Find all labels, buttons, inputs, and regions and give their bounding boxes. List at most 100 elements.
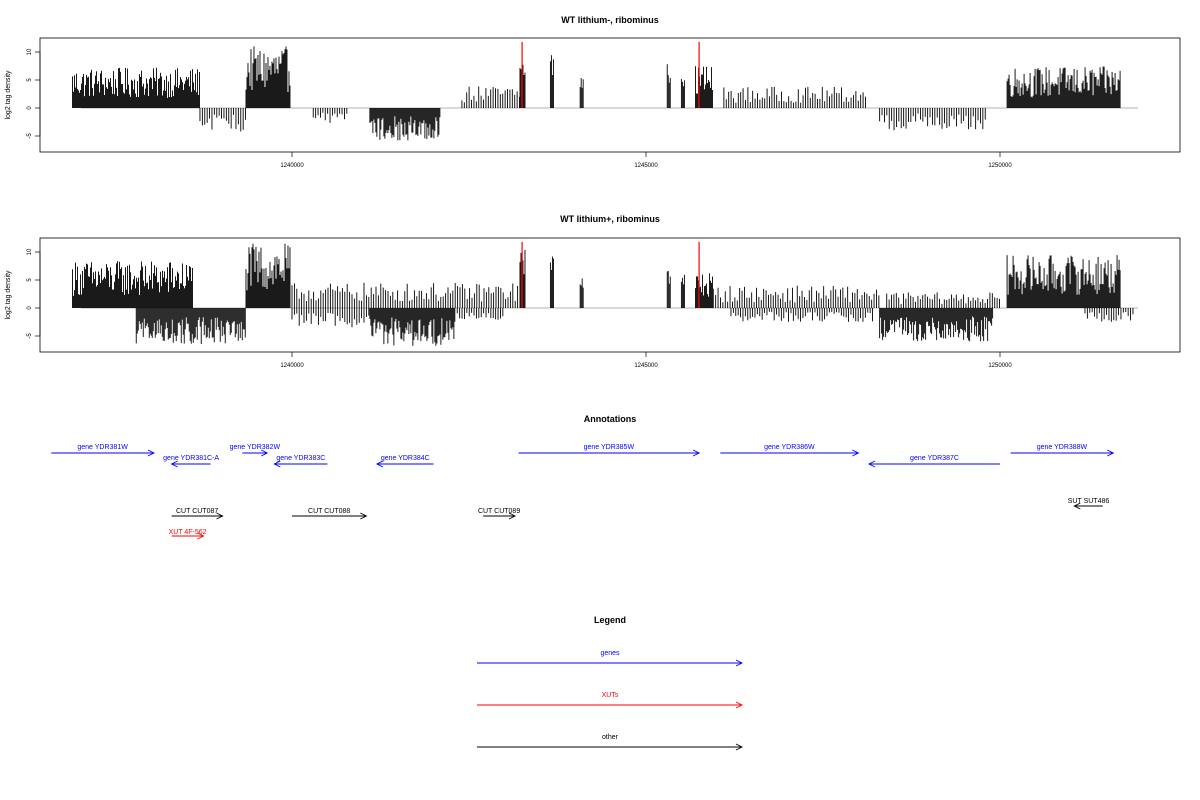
annotation-features: gene YDR381W gene YDR381C-A gene YDR382W ge… [51,444,1115,540]
y-ticks: -5 0 5 10 [27,248,41,339]
feature-label: XUT 4F-562 [169,529,207,536]
feature-arrowhead [692,449,701,457]
minus-strand-region [312,108,348,123]
minus-strand-region [369,108,441,141]
y-tick-label: -5 [27,333,33,339]
plus-strand-region [1006,255,1121,308]
minus-strand-region [369,308,455,346]
feature-arrowhead [261,449,269,457]
feature-label: gene YDR384C [381,455,430,462]
y-tick-label: 10 [27,248,33,255]
x-tick-label: 1245000 [634,363,658,369]
feature-arrowhead [868,460,876,468]
annotation-feature: CUT CUT088 [292,508,368,520]
feature-label: CUT CUT088 [308,508,350,515]
annotation-feature: XUT 4F-562 [169,529,207,540]
legend-title: Legend [594,615,626,625]
plus-strand-region [245,46,291,108]
feature-arrowhead [197,532,205,540]
legend-item: XUTs [477,692,744,709]
annotation-feature: gene YDR387C [868,455,1000,468]
legend-item: other [477,734,744,751]
plus-strand-region [579,78,584,108]
feature-label: gene YDR383C [276,455,325,462]
annotation-feature: gene YDR382W [230,444,280,457]
feature-label: gene YDR386W [764,444,815,451]
x-tick-label: 1240000 [280,163,304,169]
x-tick-label: 1240000 [280,363,304,369]
feature-arrowhead [1073,502,1081,510]
annotations-track: Annotations gene YDR381W gene YDR381C-A ge… [51,414,1115,540]
minus-strand-region [291,308,370,328]
feature-arrowhead [273,460,281,468]
annotation-feature: gene YDR381C-A [163,455,219,468]
plus-strand-region [723,86,866,108]
plus-strand-region [680,274,685,308]
y-tick-label: 0 [27,106,33,110]
annotation-feature: SUT SUT486 [1068,498,1110,510]
y-ticks: -5 0 5 10 [27,48,41,139]
feature-label: CUT CUT089 [478,508,520,515]
minus-strand-region [879,308,994,342]
minus-strand-region [879,108,986,131]
legend: Legend genes XUTs other [477,615,744,751]
y-axis-label: log2 tag density [5,70,12,120]
plus-strand-region [549,256,554,308]
y-axis-label: log2 tag density [5,270,12,320]
annotation-feature: CUT CUT089 [478,508,520,520]
minus-strand-region [730,308,874,322]
plus-strand-region [245,243,291,308]
annotation-feature: gene YDR383C [273,455,328,468]
plus-strand-region [695,273,714,308]
feature-arrowhead [852,449,860,457]
x-ticks: 1240000 1245000 1250000 [280,152,1012,169]
annotation-feature: gene YDR386W [720,444,860,457]
annotation-feature: gene YDR381W [51,444,155,457]
feature-arrowhead [216,512,224,520]
legend-arrowhead [735,659,744,667]
x-tick-label: 1245000 [634,163,658,169]
x-tick-label: 1250000 [988,163,1012,169]
feature-arrowhead [360,512,368,520]
plus-strand-region [712,285,880,308]
minus-strand-region [1084,308,1134,322]
feature-label: gene YDR381W [77,444,128,451]
annotation-feature: CUT CUT087 [171,508,224,520]
legend-arrowhead [735,701,744,709]
plus-strand-region [291,282,519,308]
feature-arrowhead [170,460,178,468]
legend-items: genes XUTs other [477,650,744,751]
legend-item: genes [477,650,744,667]
feature-label: gene YDR381C-A [163,455,219,462]
x-ticks: 1240000 1245000 1250000 [280,352,1012,369]
plus-strand-region [886,292,1000,308]
plus-strand-region [666,64,671,108]
feature-label: gene YDR388W [1037,444,1088,451]
plus-strand-region [549,55,554,108]
bars [72,41,1121,141]
feature-arrowhead [147,449,155,457]
feature-label: SUT SUT486 [1068,498,1110,505]
y-tick-label: 0 [27,306,33,310]
minus-strand-region [199,108,247,132]
plus-strand-region [1006,66,1121,108]
legend-label: other [602,734,619,741]
annotation-feature: gene YDR388W [1010,444,1115,457]
annotations-title: Annotations [584,414,637,424]
panel-title: WT lithium-, ribominus [561,15,659,25]
legend-label: XUTs [602,692,619,699]
feature-label: gene YDR387C [910,455,959,462]
feature-arrowhead [375,460,384,468]
y-tick-label: -5 [27,133,33,139]
y-tick-label: 5 [27,78,33,82]
plus-strand-region [72,261,193,308]
panel-lithium-minus: WT lithium-, ribominus log2 tag density … [5,15,1181,169]
annotation-feature: gene YDR384C [375,455,434,468]
minus-strand-region [454,308,504,322]
y-tick-label: 10 [27,48,33,55]
plus-strand-region [461,86,520,108]
panel-lithium-plus: WT lithium+, ribominus log2 tag density … [5,214,1181,369]
legend-label: genes [600,650,620,657]
